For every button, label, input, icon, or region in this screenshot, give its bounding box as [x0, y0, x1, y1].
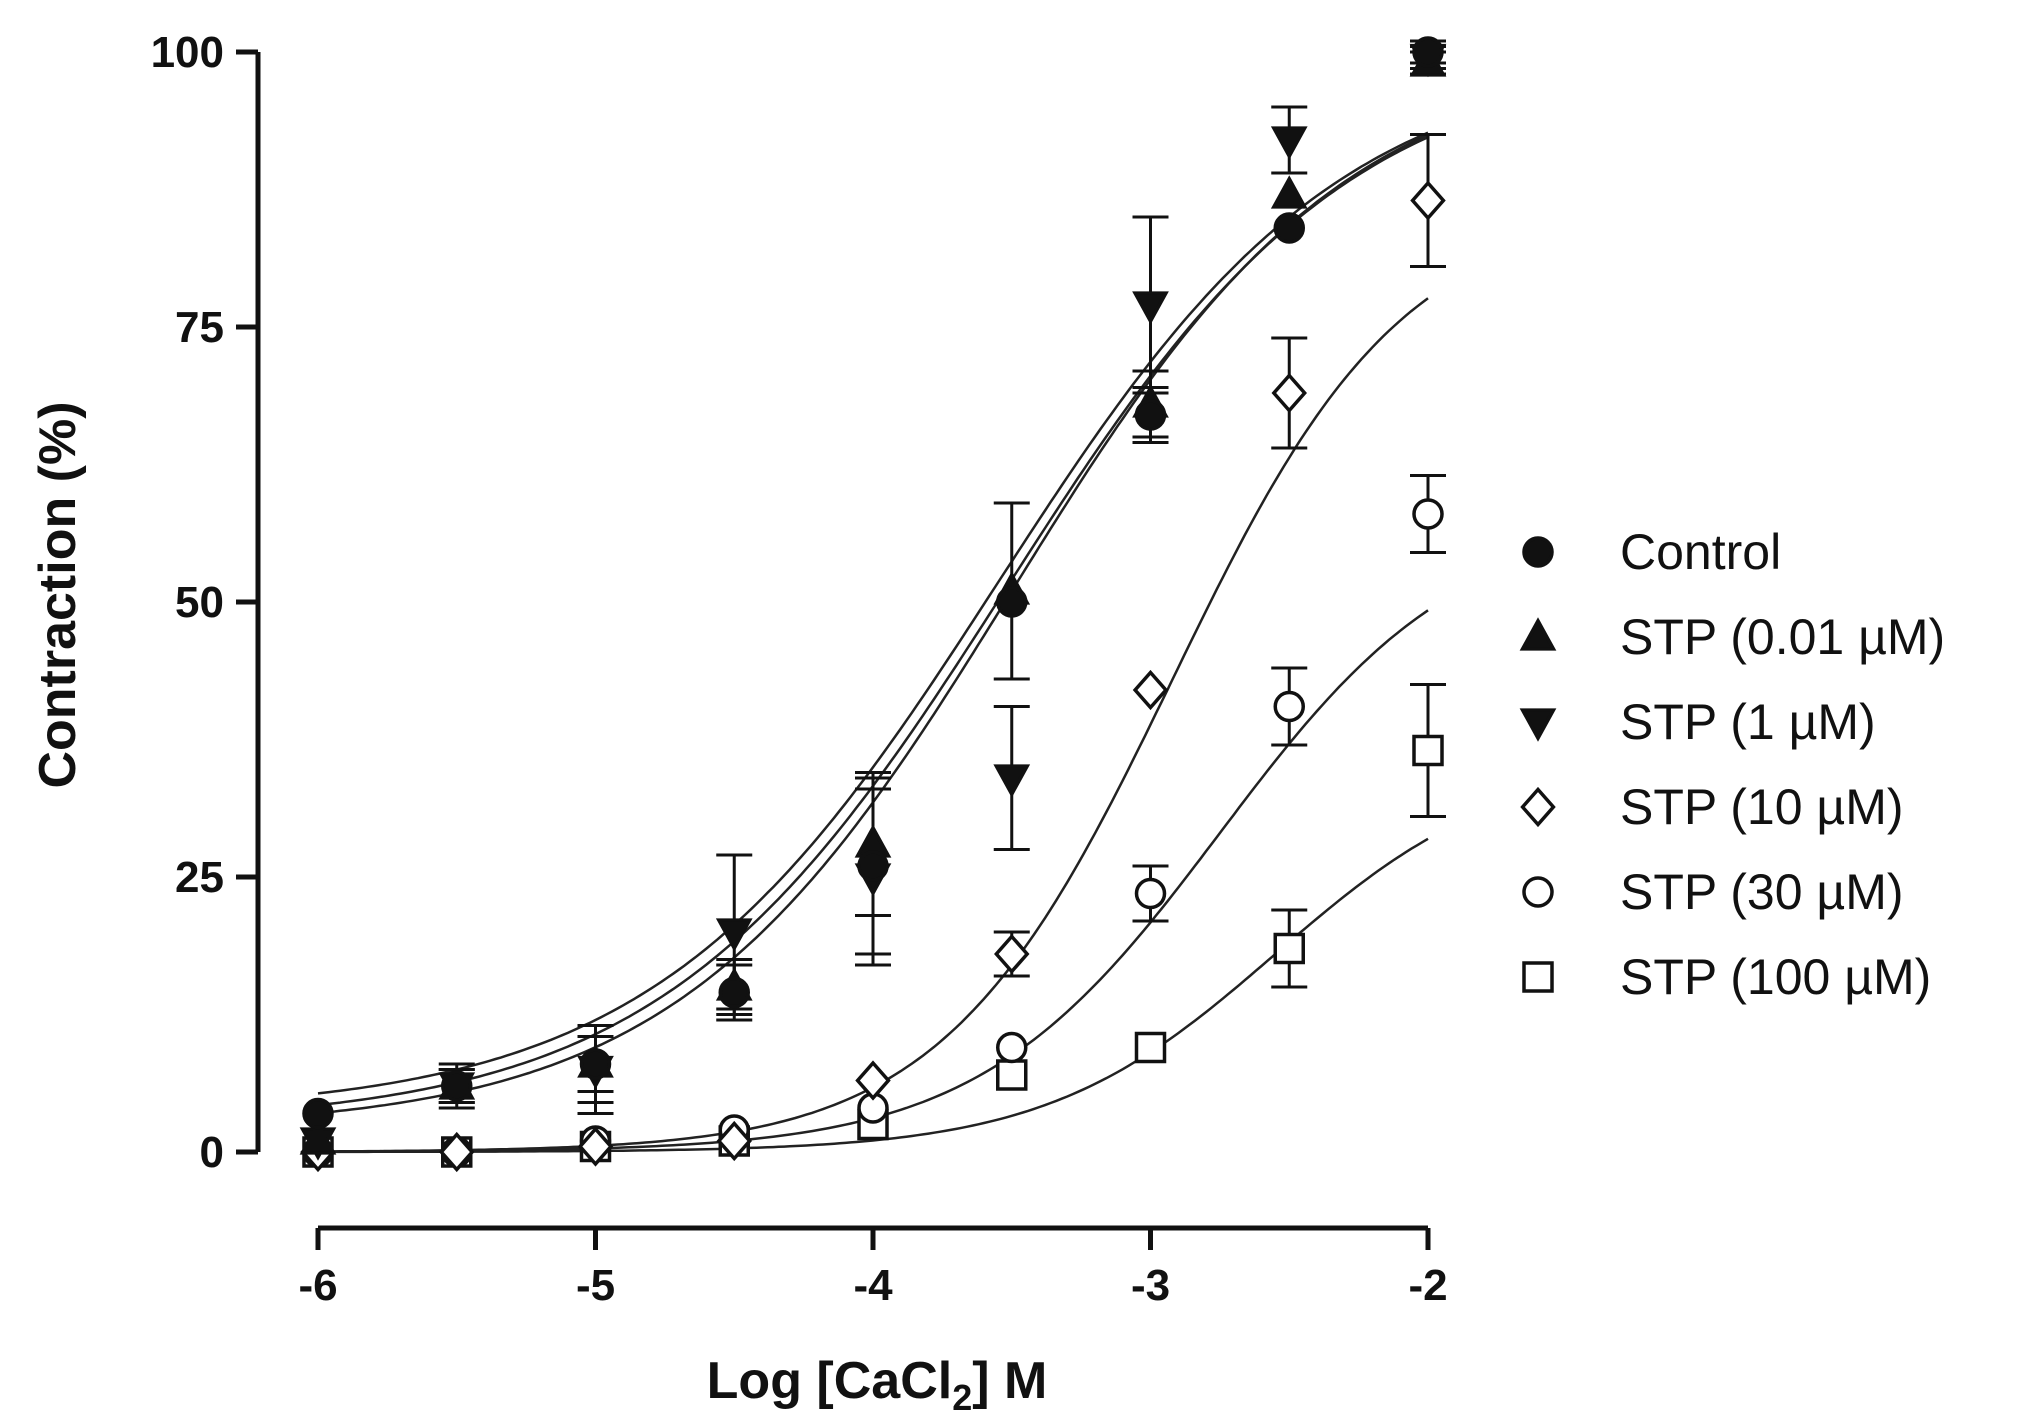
data-point-series-0 [857, 850, 889, 882]
data-point-series-0 [1134, 399, 1167, 431]
legend-label-0: Control [1620, 524, 1781, 580]
data-point-series-2 [715, 918, 753, 952]
data-point-series-5 [996, 1059, 1028, 1091]
data-point-series-3 [716, 1120, 752, 1162]
y-axis-title: Contraction (%) [29, 401, 87, 788]
x-axis-title: Log [CaCl2] M [707, 1352, 1048, 1418]
legend-label-1: STP (0.01 µM) [1620, 609, 1945, 665]
fit-curve-series-5 [318, 837, 1429, 1154]
legend-label-4: STP (30 µM) [1620, 864, 1904, 920]
data-point-series-1 [1270, 175, 1308, 209]
data-point-series-5 [1273, 932, 1305, 965]
data-point-series-0 [302, 1097, 334, 1130]
x-tick-label: -3 [1131, 1261, 1170, 1310]
legend-marker-3 [1520, 786, 1556, 828]
fit-curves [317, 131, 1429, 1154]
data-point-series-0 [718, 976, 750, 1009]
data-point-series-3 [855, 1060, 891, 1101]
x-tick-label: -6 [298, 1261, 337, 1310]
data-point-series-0 [579, 1048, 612, 1080]
fit-curve-series-0 [317, 131, 1429, 1095]
data-point-series-3 [1132, 669, 1169, 711]
y-tick-label: 25 [175, 853, 224, 902]
data-point-series-0 [1412, 36, 1444, 68]
legend-marker-2 [1519, 708, 1557, 742]
legend-marker-1 [1519, 617, 1557, 651]
data-point-series-4 [1273, 690, 1305, 723]
data-point-series-5 [1134, 1031, 1167, 1064]
x-tick-label: -4 [853, 1261, 893, 1310]
data-point-series-4 [1412, 498, 1444, 530]
data-point-series-4 [996, 1031, 1028, 1064]
data-point-series-2 [1270, 126, 1308, 160]
y-tick-label: 50 [175, 578, 224, 627]
legend-label-3: STP (10 µM) [1620, 779, 1904, 835]
legend-marker-0 [1522, 536, 1554, 568]
data-point-series-2 [993, 764, 1031, 798]
y-tick-label: 0 [200, 1128, 224, 1177]
legend-label-2: STP (1 µM) [1620, 694, 1876, 750]
data-point-series-3 [439, 1131, 475, 1173]
x-tick-label: -2 [1408, 1261, 1447, 1310]
legend-marker-4 [1522, 876, 1554, 908]
legend: Control STP (0.01 µM) STP (1 µM) STP (10 µM… [1519, 524, 1945, 1005]
x-tick-label: -5 [576, 1261, 615, 1310]
data-point-series-0 [1273, 212, 1305, 244]
y-tick-label: 100 [151, 28, 224, 77]
data-point-series-0 [996, 586, 1028, 618]
data-point-series-1 [299, 1121, 337, 1155]
legend-marker-5 [1522, 961, 1554, 993]
axes: 0 25 50 75 100 -6 -5 -4 -3 -2 [151, 28, 1448, 1310]
data-point-series-5 [1412, 734, 1444, 767]
data-point-series-4 [1134, 877, 1167, 910]
data-point-series-3 [994, 933, 1030, 975]
y-tick-label: 75 [175, 303, 224, 352]
data-point-series-3 [1410, 180, 1446, 221]
fit-curve-series-3 [318, 297, 1429, 1153]
legend-label-5: STP (100 µM) [1620, 949, 1931, 1005]
data-markers [299, 36, 1447, 1173]
data-point-series-3 [577, 1126, 614, 1167]
data-point-series-2 [1132, 291, 1169, 325]
data-point-series-0 [441, 1070, 473, 1102]
data-point-series-3 [1271, 372, 1307, 414]
